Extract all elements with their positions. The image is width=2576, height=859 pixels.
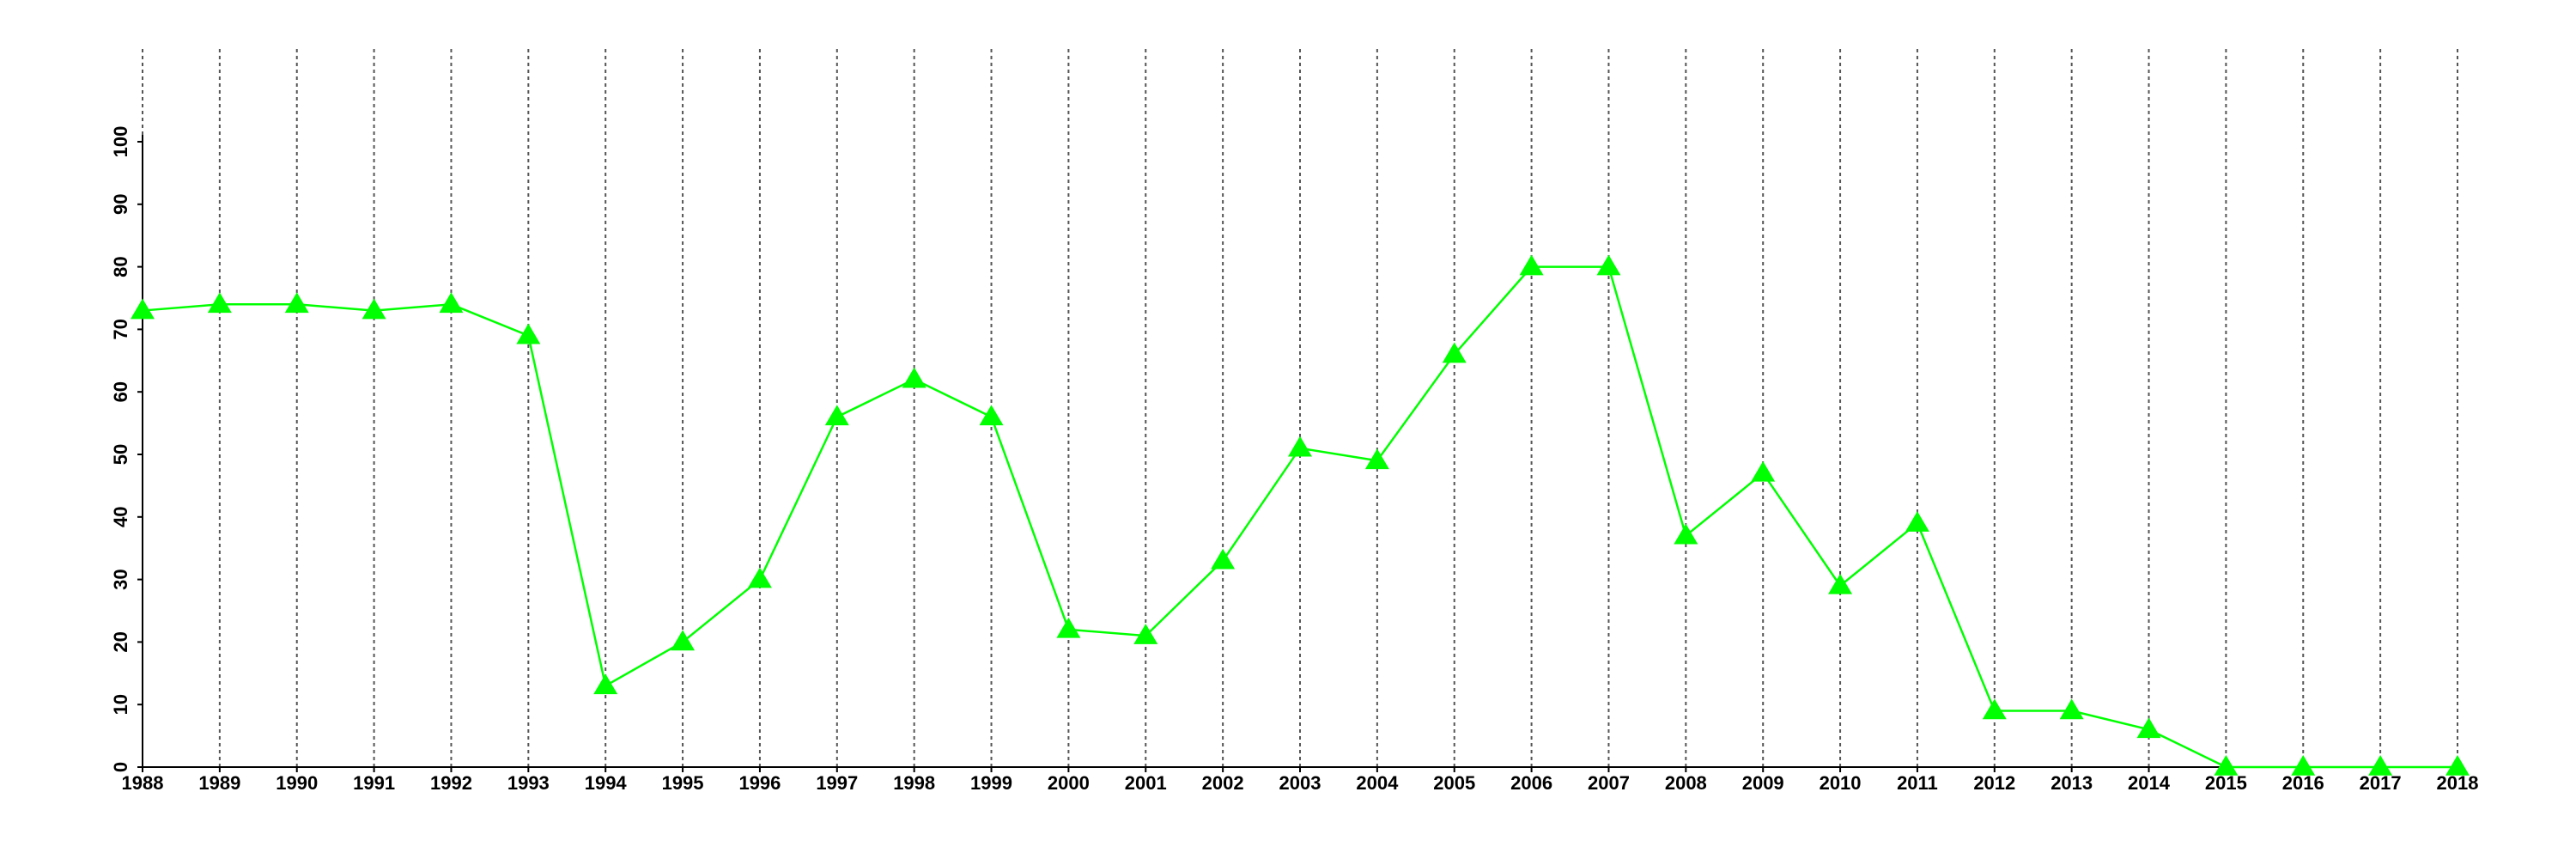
x-tick-label: 1989	[198, 772, 240, 794]
y-tick-label: 30	[110, 569, 131, 589]
marker	[1442, 342, 1467, 363]
marker	[2291, 755, 2316, 776]
x-tick-label: 2015	[2205, 772, 2247, 794]
y-tick-label: 20	[110, 631, 131, 652]
marker	[1211, 548, 1236, 570]
x-tick-label: 2016	[2282, 772, 2324, 794]
marker	[2214, 755, 2239, 776]
x-tick-label: 2008	[1665, 772, 1707, 794]
x-tick-label: 2004	[1356, 772, 1399, 794]
y-tick-label: 100	[110, 126, 131, 158]
x-tick-label: 1999	[970, 772, 1012, 794]
y-tick-label: 50	[110, 444, 131, 465]
x-tick-label: 2007	[1588, 772, 1630, 794]
x-tick-label: 1997	[816, 772, 858, 794]
x-tick-label: 1996	[738, 772, 781, 794]
marker	[2445, 755, 2470, 776]
marker	[1519, 254, 1544, 276]
x-tick-label: 2003	[1279, 772, 1321, 794]
x-tick-label: 1998	[893, 772, 935, 794]
y-tick-label: 10	[110, 694, 131, 715]
x-tick-label: 2002	[1202, 772, 1244, 794]
marker	[979, 405, 1004, 426]
x-tick-label: 2012	[1973, 772, 2015, 794]
x-tick-label: 2005	[1433, 772, 1475, 794]
y-tick-label: 60	[110, 381, 131, 402]
marker	[439, 292, 464, 314]
x-tick-label: 2014	[2128, 772, 2171, 794]
y-tick-label: 40	[110, 507, 131, 527]
x-tick-label: 2006	[1510, 772, 1552, 794]
marker	[671, 630, 696, 651]
x-tick-label: 2011	[1897, 772, 1938, 794]
x-tick-label: 2000	[1048, 772, 1090, 794]
x-tick-label: 2009	[1742, 772, 1784, 794]
marker	[747, 567, 772, 588]
x-tick-label: 2018	[2437, 772, 2479, 794]
y-tick-label: 0	[110, 762, 131, 772]
marker	[1596, 254, 1621, 276]
marker	[2059, 698, 2084, 720]
marker	[902, 367, 927, 388]
marker	[131, 298, 155, 320]
x-tick-label: 1993	[507, 772, 550, 794]
marker	[2368, 755, 2393, 776]
marker	[1751, 460, 1776, 482]
marker	[1905, 511, 1929, 532]
marker	[1364, 448, 1389, 470]
x-tick-label: 1988	[122, 772, 164, 794]
marker	[1982, 698, 2007, 720]
x-tick-label: 1991	[353, 772, 395, 794]
marker	[207, 292, 232, 314]
x-tick-label: 2013	[2050, 772, 2093, 794]
marker	[284, 292, 309, 314]
marker	[516, 323, 541, 344]
y-tick-label: 70	[110, 319, 131, 339]
marker	[1133, 624, 1158, 644]
x-tick-label: 2010	[1820, 772, 1862, 794]
x-tick-label: 1994	[585, 772, 628, 794]
y-tick-label: 90	[110, 194, 131, 215]
marker	[1674, 523, 1698, 545]
x-tick-label: 1990	[276, 772, 318, 794]
marker	[824, 405, 849, 426]
x-tick-label: 1992	[430, 772, 472, 794]
marker	[1056, 617, 1081, 638]
x-tick-label: 2001	[1125, 772, 1167, 794]
marker	[593, 673, 618, 695]
marker	[1288, 436, 1312, 457]
y-tick-label: 80	[110, 256, 131, 277]
x-tick-label: 1995	[662, 772, 704, 794]
marker	[1828, 573, 1853, 594]
marker	[361, 298, 386, 320]
marker	[2136, 717, 2161, 739]
x-tick-label: 2017	[2360, 772, 2402, 794]
